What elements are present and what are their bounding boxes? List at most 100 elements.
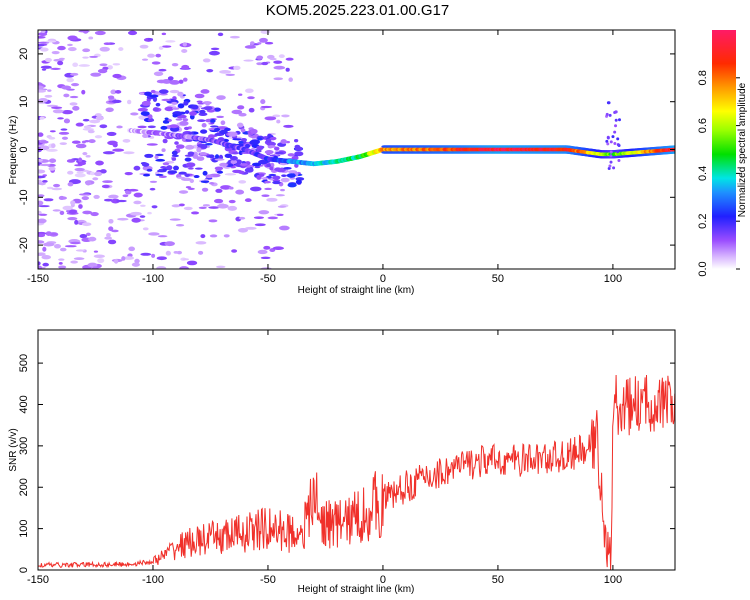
spectrogram-noise-blob [169, 218, 181, 221]
spectrogram-cluster-blob [162, 162, 170, 166]
spectrogram-noise-blob [179, 120, 189, 126]
spectrogram-noise-blob [93, 250, 99, 253]
spectrogram-noise-blob [139, 44, 149, 49]
spectrogram-noise-blob [76, 171, 84, 174]
spectrogram-noise-blob [47, 89, 52, 92]
spectrogram-cluster-blob [206, 155, 211, 158]
spectrogram-cluster-blob [158, 89, 169, 94]
spectrogram-noise-blob [127, 30, 138, 36]
spectrogram-noise-blob [112, 63, 121, 66]
spectrogram-y-label: Frequency (Hz) [8, 116, 19, 185]
spectrogram-spike-blob [614, 118, 618, 122]
spectrogram-noise-blob [97, 258, 105, 264]
spectrogram-noise-blob [64, 245, 77, 248]
spectrogram-noise-blob [130, 112, 139, 116]
spectrogram-noise-blob [97, 68, 108, 74]
spectrogram-x-tick-label: -100 [142, 273, 164, 285]
spectrogram-noise-blob [84, 140, 90, 143]
spectrogram-noise-blob [185, 186, 192, 189]
spectrogram-cluster-blob [152, 107, 159, 112]
spectrogram-noise-blob [149, 180, 158, 183]
spectrogram-noise-blob [273, 77, 284, 81]
spectrogram-noise-blob [175, 223, 185, 227]
spectrogram-cluster-blob [229, 131, 238, 137]
spectrogram-cluster-blob [187, 151, 195, 156]
spectrogram-noise-blob [38, 213, 48, 216]
spectrogram-cluster-blob [283, 167, 292, 170]
spectrogram-cluster-blob [220, 120, 226, 126]
spectrogram-noise-blob [151, 61, 161, 65]
spectrogram-noise-blob [258, 210, 270, 215]
spectrogram-noise-blob [281, 114, 290, 118]
spectrogram-cluster-blob [216, 170, 224, 174]
spectrogram-spike-blob [609, 150, 613, 154]
spectrogram-cluster-blob [171, 150, 178, 156]
spectrogram-cluster-blob [209, 181, 215, 185]
spectrogram-cluster-blob [257, 137, 262, 141]
spectrogram-noise-blob [123, 256, 135, 260]
spectrogram-noise-blob [72, 105, 80, 111]
spectrogram-noise-blob [78, 157, 83, 163]
spectrogram-spike-blob [606, 136, 610, 140]
spectrogram-cluster-blob [287, 170, 298, 174]
spectrogram-noise-blob [129, 211, 142, 216]
spectrogram-cluster-blob [232, 151, 239, 155]
spectrogram-noise-blob [131, 262, 140, 267]
spectrogram-noise-blob [208, 206, 220, 209]
spectrogram-noise-blob [153, 71, 164, 77]
spectrogram-noise-blob [275, 194, 285, 197]
spectrogram-noise-blob [266, 197, 278, 202]
spectrogram-cluster-blob [213, 107, 221, 112]
spectrogram-cluster-blob [276, 167, 286, 173]
spectrogram-noise-blob [228, 186, 234, 190]
spectrogram-noise-blob [38, 218, 47, 224]
spectrogram-cluster-blob [183, 101, 189, 106]
spectrogram-cluster-blob [200, 180, 210, 183]
spectrogram-noise-blob [139, 215, 146, 218]
spectrogram-noise-blob [191, 211, 200, 215]
spectrogram-noise-blob [273, 65, 286, 70]
spectrogram-noise-blob [244, 45, 257, 49]
spectrogram-noise-blob [69, 241, 81, 245]
spectrogram-noise-blob [257, 42, 262, 45]
spectrogram-noise-blob [216, 95, 226, 100]
spectrogram-noise-blob [263, 245, 271, 250]
spectrogram-noise-blob [38, 265, 43, 269]
spectrogram-noise-blob [181, 64, 190, 70]
spectrogram-cluster-blob [167, 170, 178, 174]
spectrogram-noise-blob [208, 219, 218, 223]
spectrogram-noise-blob [133, 165, 141, 171]
spectrogram-noise-blob [238, 216, 246, 220]
colorbar-tick-label: 0.4 [697, 166, 709, 181]
spectrogram-noise-blob [88, 236, 97, 242]
spectrogram-spike-blob [614, 110, 618, 114]
spectrogram-cluster-blob [251, 162, 262, 167]
spectrogram-noise-blob [38, 194, 45, 198]
spectrogram-x-tick-label: -150 [27, 273, 49, 285]
spectrogram-noise-blob [85, 181, 92, 186]
spectrogram-noise-blob [161, 148, 166, 153]
spectrogram-cluster-blob [275, 151, 284, 155]
snr-y-tick-label: 500 [18, 354, 30, 372]
spectrogram-noise-blob [89, 119, 101, 124]
spectrogram-noise-blob [285, 57, 294, 61]
spectrogram-noise-blob [249, 186, 262, 192]
spectrogram-cluster-blob [189, 111, 197, 116]
spectrogram-cluster-blob [205, 174, 214, 179]
spectrogram-cluster-blob [250, 139, 261, 145]
spectrogram-noise-blob [183, 206, 193, 211]
spectrogram-noise-blob [78, 204, 83, 209]
spectrogram-cluster-blob [238, 141, 244, 144]
spectrogram-noise-blob [158, 46, 164, 50]
spectrogram-noise-blob [118, 47, 124, 51]
spectrogram-cluster-blob [196, 100, 203, 103]
spectrogram-noise-blob [44, 57, 52, 63]
spectrogram-cluster-blob [144, 91, 152, 96]
spectrogram-cluster-blob [230, 155, 238, 161]
spectrogram-noise-blob [147, 211, 152, 215]
spectrogram-noise-blob [74, 167, 85, 172]
spectrogram-noise-blob [257, 249, 268, 255]
spectrogram-noise-blob [89, 55, 99, 58]
spectrogram-noise-blob [38, 35, 46, 39]
spectrogram-noise-blob [256, 55, 264, 60]
